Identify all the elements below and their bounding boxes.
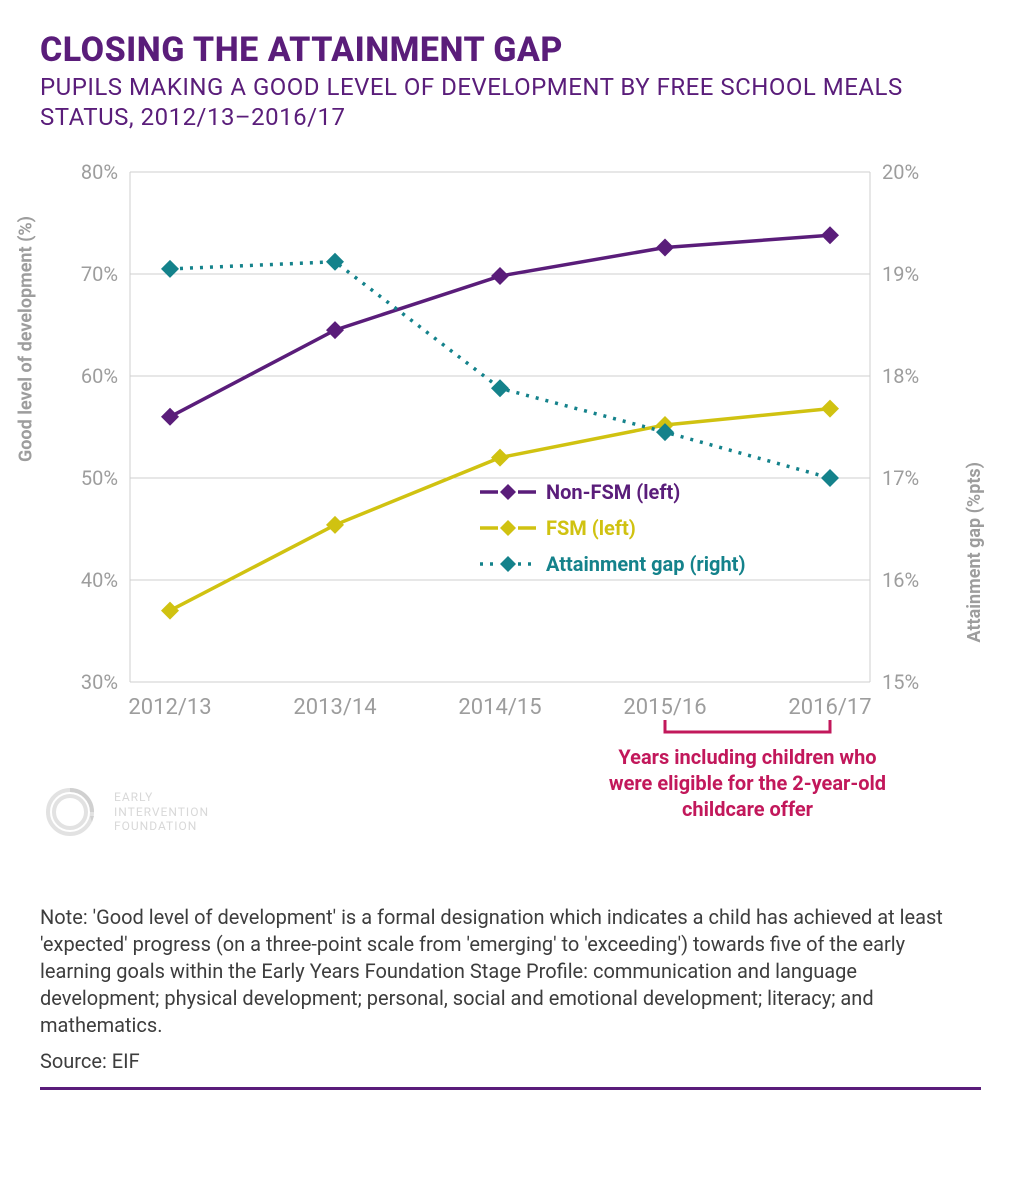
svg-text:17%: 17% — [882, 466, 919, 490]
svg-text:2015/16: 2015/16 — [623, 695, 706, 720]
svg-text:FSM (left): FSM (left) — [546, 516, 636, 540]
footer-rule — [40, 1087, 981, 1090]
svg-text:18%: 18% — [882, 364, 919, 388]
chart-subtitle: PUPILS MAKING A GOOD LEVEL OF DEVELOPMEN… — [40, 72, 981, 132]
source-text: Source: EIF — [40, 1049, 981, 1073]
svg-text:30%: 30% — [81, 670, 118, 694]
svg-text:2016/17: 2016/17 — [788, 695, 871, 720]
svg-text:2014/15: 2014/15 — [458, 695, 541, 720]
chart-container: Good level of development (%) Attainment… — [40, 152, 960, 772]
svg-text:50%: 50% — [81, 466, 118, 490]
logo-text: EARLYINTERVENTIONFOUNDATION — [114, 790, 209, 833]
bracket-annotation: Years including children who were eligib… — [598, 744, 898, 822]
svg-text:2012/13: 2012/13 — [128, 695, 211, 720]
svg-text:20%: 20% — [882, 160, 919, 184]
svg-text:80%: 80% — [81, 160, 118, 184]
eif-logo-icon — [40, 782, 100, 842]
svg-text:70%: 70% — [81, 262, 118, 286]
line-chart: 30% 40% 50% 60% 70% 80% 15% 16% 17% 18% 19% 20% 2012… — [40, 152, 960, 772]
svg-text:40%: 40% — [81, 568, 118, 592]
svg-text:19%: 19% — [882, 262, 919, 286]
footnote: Note: 'Good level of development' is a f… — [40, 904, 981, 1039]
svg-text:2013/14: 2013/14 — [293, 695, 376, 720]
svg-text:60%: 60% — [81, 364, 118, 388]
svg-text:Non-FSM (left): Non-FSM (left) — [546, 480, 680, 504]
svg-text:16%: 16% — [882, 568, 919, 592]
y-right-axis-label: Attainment gap (%pts) — [964, 462, 985, 642]
chart-title: CLOSING THE ATTAINMENT GAP — [40, 30, 981, 70]
svg-text:15%: 15% — [882, 670, 919, 694]
y-left-axis-label: Good level of development (%) — [16, 216, 37, 462]
svg-text:Attainment gap (right): Attainment gap (right) — [546, 552, 745, 576]
